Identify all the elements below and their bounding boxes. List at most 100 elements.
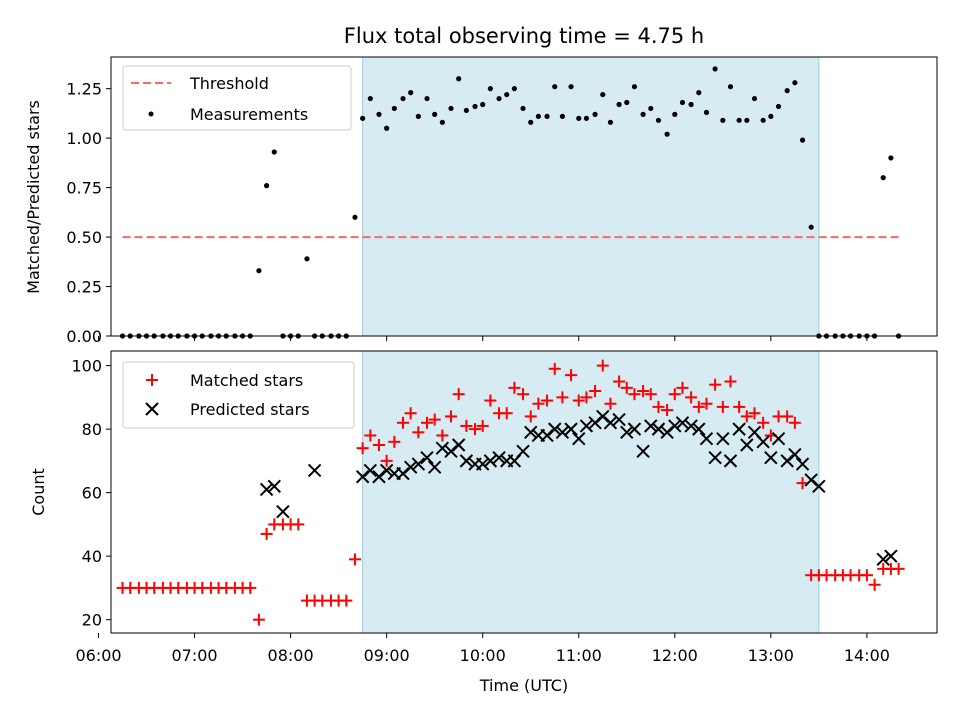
measurement-point	[415, 113, 421, 119]
measurement-point	[727, 84, 734, 90]
predicted-point	[644, 419, 658, 433]
measurement-point	[631, 84, 638, 90]
matched-point	[476, 419, 489, 432]
top-legend-box	[122, 65, 352, 131]
measurement-point	[576, 115, 582, 121]
predicted-point	[651, 422, 666, 436]
bottom-ytick-label: 60	[82, 484, 102, 503]
matched-point	[244, 581, 257, 594]
bottom-xtick-label: 11:00	[556, 646, 602, 665]
predicted-point	[675, 416, 690, 430]
measurement-point	[360, 115, 366, 121]
matched-point	[252, 613, 265, 626]
measurement-point	[640, 111, 646, 117]
bottom-xtick-label: 13:00	[748, 646, 794, 665]
predicted-point	[435, 441, 450, 455]
top-ylabel: Matched/Predicted stars	[24, 100, 43, 294]
matched-point	[668, 388, 681, 401]
matched-point	[740, 410, 753, 423]
predicted-point	[427, 460, 442, 474]
matched-point	[548, 362, 561, 375]
matched-point	[404, 407, 417, 420]
top-frame	[110, 56, 938, 337]
predicted-point	[884, 549, 898, 563]
measurement-point	[472, 103, 478, 110]
bottom-ytick-label: 100	[71, 357, 102, 376]
matched-point	[452, 388, 465, 401]
top-ytick-label: 1.25	[66, 80, 102, 99]
measurement-point	[487, 86, 493, 92]
bottom-ylabel: Count	[29, 468, 48, 516]
top-y-ticks: 0.00 0.25 0.50 0.75 1.00 1.25	[66, 80, 111, 346]
predicted-point	[795, 457, 810, 471]
predicted-point	[627, 422, 642, 436]
measurement-point	[463, 107, 469, 114]
matched-point	[340, 594, 353, 607]
predicted-point	[564, 422, 578, 436]
predicted-point	[603, 416, 618, 430]
measurement-point	[720, 117, 726, 123]
measurement-point	[775, 103, 782, 110]
matched-point	[565, 369, 578, 382]
bottom-xtick-label: 12:00	[652, 646, 698, 665]
bottom-ytick-label: 40	[82, 547, 102, 566]
measurement-point	[528, 119, 534, 125]
matched-point	[517, 388, 530, 401]
measurement-point	[384, 125, 390, 131]
measurement-point	[408, 90, 414, 96]
legend-measurements-swatch	[148, 111, 154, 117]
bottom-ytick-label: 80	[82, 420, 102, 439]
predicted-point	[411, 457, 426, 471]
measurement-point	[655, 117, 662, 123]
measurement-point	[511, 86, 517, 92]
matched-point	[372, 439, 385, 451]
measurement-point	[304, 256, 310, 262]
predicted-point	[699, 431, 714, 446]
bottom-span	[362, 350, 820, 634]
measurement-point	[736, 117, 742, 123]
matched-point	[260, 527, 273, 540]
measurement-point	[583, 115, 590, 121]
measurement-point	[760, 117, 766, 123]
predicted-point	[788, 447, 802, 462]
bottom-legend: Matched stars Predicted stars	[122, 361, 355, 429]
predicted-point	[363, 463, 378, 478]
measurement-point	[376, 111, 382, 117]
matched-point	[724, 375, 737, 388]
measurement-point	[688, 101, 694, 108]
legend-matched-swatch	[146, 374, 158, 386]
matched-point	[445, 410, 458, 423]
bottom-xtick-label: 09:00	[364, 646, 410, 665]
top-ytick-label: 0.25	[66, 278, 102, 297]
measurement-point	[480, 101, 486, 108]
matched-point	[700, 397, 713, 410]
matched-point	[868, 578, 881, 591]
matched-point	[572, 394, 585, 407]
measurement-point	[271, 149, 277, 155]
predicted-point	[612, 412, 626, 427]
predicted-point	[524, 425, 538, 440]
predicted-point	[276, 504, 290, 519]
measurement-point	[672, 111, 678, 117]
measurement-points	[119, 66, 902, 339]
predicted-point	[684, 419, 698, 433]
measurement-point	[544, 113, 550, 119]
predicted-point	[475, 457, 490, 471]
measurement-point	[768, 113, 774, 119]
legend-matched-label: Matched stars	[190, 371, 303, 390]
predicted-point	[692, 422, 706, 436]
matched-point	[356, 442, 369, 455]
bottom-y-ticks: 20 40 60 80 100	[71, 357, 111, 630]
matched-point	[556, 391, 569, 404]
matched-point	[685, 391, 698, 404]
measurement-point	[808, 224, 814, 230]
measurement-point	[744, 117, 750, 123]
measurement-point	[792, 80, 798, 86]
matched-point	[796, 477, 809, 490]
measurement-point	[367, 95, 373, 102]
matched-point	[500, 407, 513, 420]
matched-point	[589, 385, 602, 398]
predicted-point	[555, 425, 570, 440]
measurement-point	[504, 91, 510, 98]
